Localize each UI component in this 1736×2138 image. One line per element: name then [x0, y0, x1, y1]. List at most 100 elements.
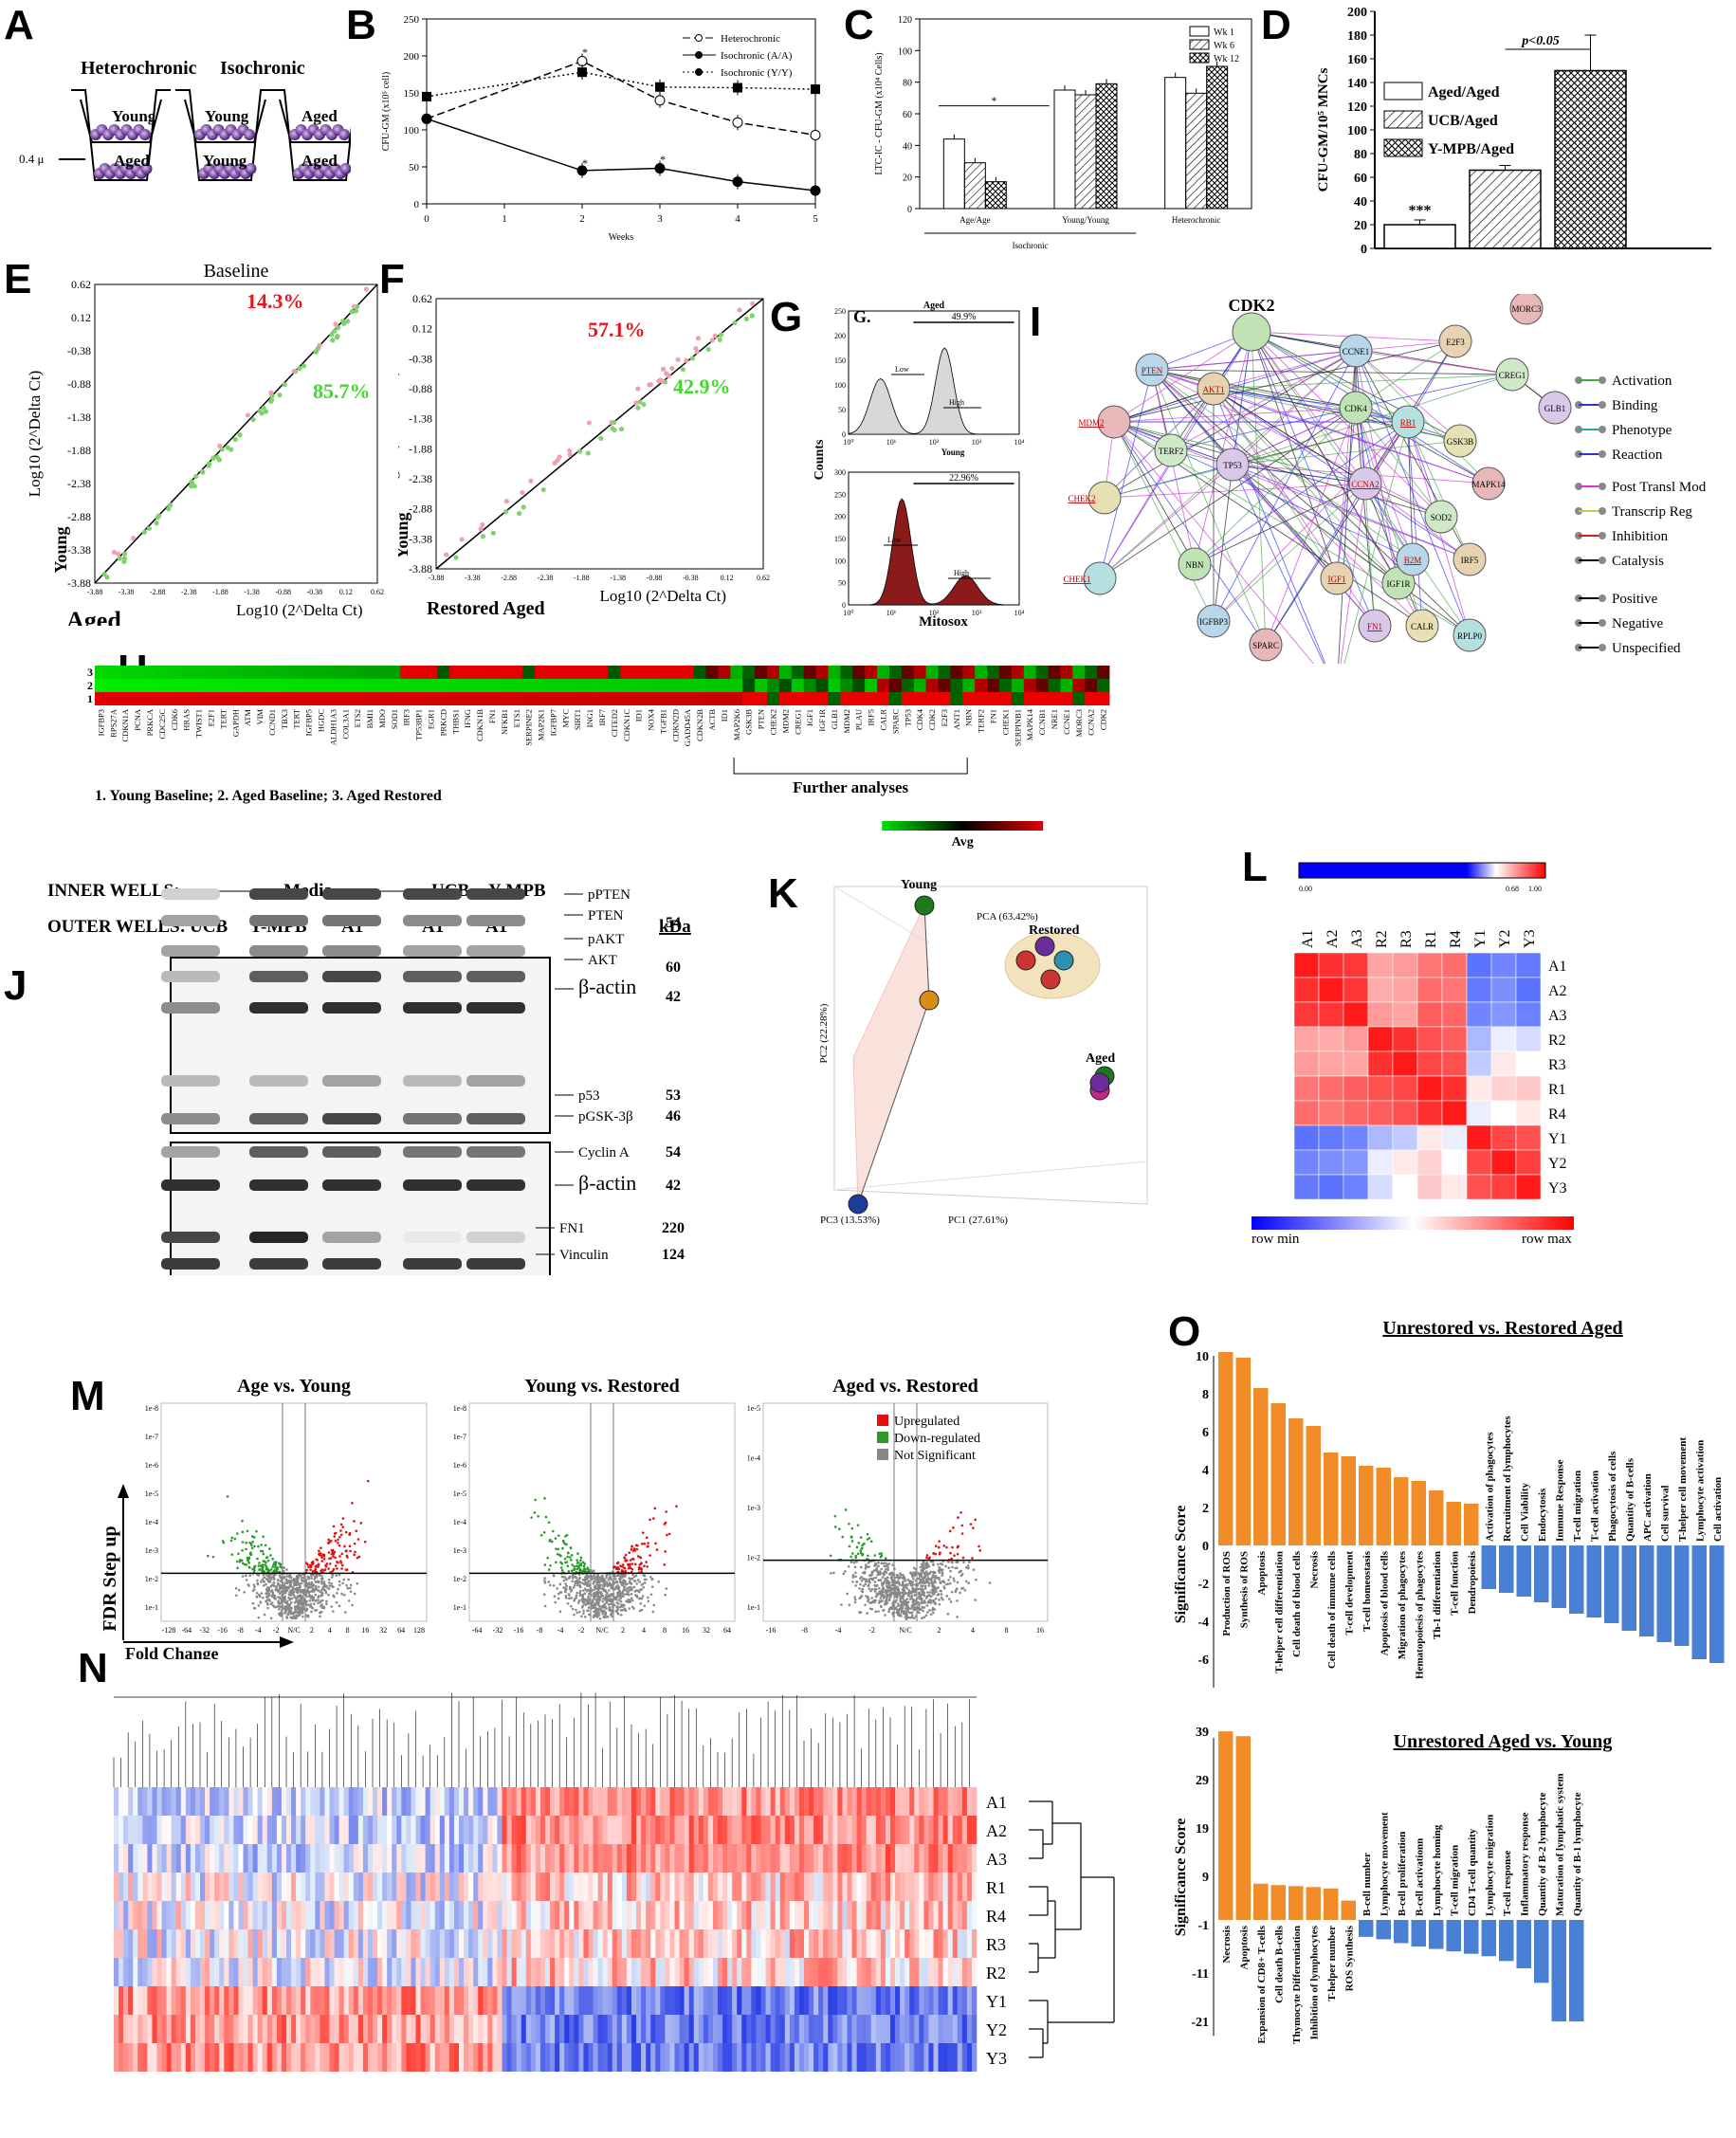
well3-inner-label: Aged: [302, 107, 338, 125]
x-axis-name: Aged: [66, 607, 121, 626]
volcano-point: [911, 1575, 914, 1578]
corr-cell: [1417, 1150, 1442, 1175]
volcano-point: [925, 1557, 928, 1560]
cluster-cell: [272, 1873, 277, 1901]
volcano-point: [338, 1583, 341, 1586]
cluster-cell: [339, 1901, 344, 1929]
volcano-point: [921, 1598, 923, 1600]
heatmap-cell: [168, 692, 180, 705]
volcano-point: [318, 1581, 320, 1584]
volcano-point: [320, 1581, 323, 1583]
cluster-cell: [641, 1844, 646, 1873]
volcano-point: [578, 1566, 581, 1569]
volcano-point: [327, 1539, 330, 1542]
cluster-cell: [435, 1816, 440, 1844]
cluster-cell: [612, 1844, 617, 1873]
volcano-point: [559, 1555, 562, 1558]
heatmap-cell: [425, 692, 437, 705]
cluster-cell: [550, 1844, 555, 1873]
legend-entry: Wk 12: [1214, 54, 1239, 64]
volcano-point: [917, 1607, 920, 1610]
cluster-cell: [761, 1787, 766, 1816]
volcano-point: [909, 1607, 912, 1610]
volcano-point: [255, 1596, 258, 1599]
cluster-cell: [780, 1873, 785, 1901]
corr-cell: [1393, 1051, 1417, 1076]
gene-label: CDKN1B: [475, 709, 484, 741]
ytick-label: 1e-3: [747, 1504, 760, 1512]
xtick-label: 4: [642, 1626, 646, 1635]
volcano-point: [262, 1566, 265, 1569]
volcano-point: [861, 1547, 864, 1550]
corr-cell: [1368, 1002, 1393, 1027]
node-label-pten: PTEN: [1142, 366, 1163, 375]
cluster-cell: [617, 1787, 622, 1816]
gene-label: TWIST1: [194, 709, 204, 738]
volcano-point: [905, 1616, 907, 1618]
heatmap-cell: [498, 666, 510, 679]
cluster-cell: [142, 1787, 147, 1816]
gene-label: MDM2: [842, 709, 851, 734]
volcano-point: [319, 1612, 321, 1615]
volcano-point: [861, 1580, 864, 1582]
cluster-cell: [594, 1901, 598, 1929]
cluster-cell: [895, 1816, 900, 1844]
xtick-label: 0.62: [371, 588, 384, 596]
heatmap-cell: [877, 679, 889, 692]
volcano-point: [279, 1575, 282, 1578]
volcano-point: [615, 1601, 618, 1604]
cluster-cell: [967, 1901, 972, 1929]
xtick-label: 64: [723, 1626, 731, 1635]
cluster-cell: [934, 1844, 939, 1873]
volcano-point: [875, 1585, 878, 1588]
cluster-cell: [114, 1929, 119, 1958]
cluster-cell: [895, 1901, 900, 1929]
cluster-cell: [751, 1844, 756, 1873]
volcano-point: [319, 1554, 321, 1557]
band-label: β-actin: [578, 975, 636, 998]
col-label: Y2: [1497, 929, 1513, 948]
top-dendrogram: [114, 1692, 969, 1787]
gene-label: HRAS: [182, 709, 192, 731]
cluster-cell: [373, 1873, 377, 1901]
gene-label: IGFBP5: [304, 709, 314, 736]
cluster-cell: [867, 1873, 871, 1901]
node-label-fn1: FN1: [1367, 622, 1382, 631]
volcano-point: [245, 1575, 247, 1578]
volcano-point: [887, 1562, 890, 1565]
cluster-cell: [387, 1816, 392, 1844]
cluster-cell: [598, 1816, 603, 1844]
volcano-point: [308, 1599, 311, 1602]
volcano-point: [620, 1614, 623, 1617]
volcano-point: [918, 1612, 921, 1615]
cluster-cell: [181, 1844, 186, 1873]
cluster-cell: [157, 1929, 162, 1958]
data-point: [706, 347, 711, 352]
volcano-point: [626, 1587, 629, 1590]
volcano-point: [873, 1554, 876, 1557]
heatmap-cell: [669, 666, 682, 679]
heatmap-cell: [840, 679, 852, 692]
volcano-point: [637, 1579, 640, 1581]
volcano-point: [916, 1578, 919, 1581]
volcano-point: [841, 1536, 844, 1539]
volcano-point: [291, 1597, 294, 1599]
cluster-cell: [205, 1901, 210, 1929]
col-label: A1: [1300, 929, 1316, 948]
y-axis-label: Log10 (2^Delta Ct): [398, 371, 400, 498]
bar: [964, 163, 985, 209]
cluster-cell: [172, 1787, 176, 1816]
volcano-point: [343, 1545, 346, 1548]
cluster-cell: [790, 1901, 795, 1929]
cluster-cell: [766, 1901, 771, 1929]
cluster-cell: [224, 1873, 228, 1901]
ytick-label: 300: [834, 468, 846, 477]
volcano-point: [883, 1597, 886, 1599]
volcano-point: [904, 1577, 906, 1580]
heatmap-cell: [1072, 692, 1085, 705]
cluster-cell: [435, 1873, 440, 1901]
band: [403, 1113, 462, 1124]
cluster-cell: [142, 1844, 147, 1873]
xtick-label: N/C: [899, 1626, 911, 1635]
band: [161, 1002, 220, 1014]
